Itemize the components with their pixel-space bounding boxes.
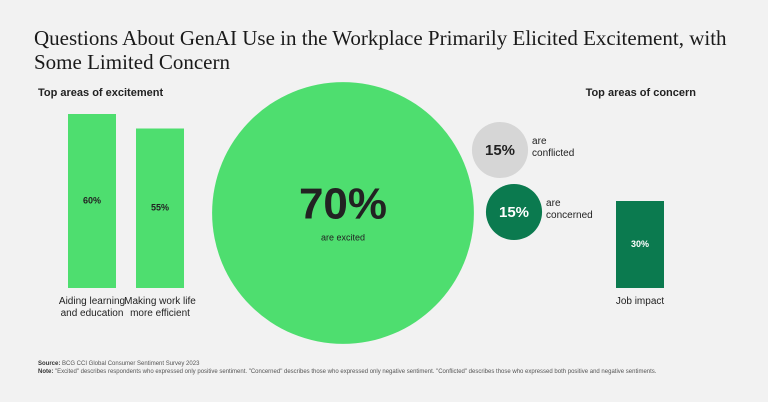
bar xyxy=(136,128,184,288)
bar-value-label: 55% xyxy=(151,203,169,213)
note-label: Note: xyxy=(38,369,54,375)
bubble-category-label: are excited xyxy=(321,232,365,242)
bar xyxy=(68,114,116,288)
source-label: Source: xyxy=(38,361,61,367)
note-line: Note: "Excited" describes respondents wh… xyxy=(38,369,656,375)
bar-value-label: 60% xyxy=(83,195,101,205)
bubble xyxy=(471,121,529,179)
bubble xyxy=(212,82,474,344)
source: BCG CCI Global Consumer Sentiment Survey… xyxy=(62,361,200,367)
bar-category-label: Job impact xyxy=(615,296,665,307)
source-line: Source: BCG CCI Global Consumer Sentimen… xyxy=(38,361,199,367)
bubble-category-label: are concerned xyxy=(546,198,593,221)
bubble-value-label: 15% xyxy=(499,204,529,221)
bar xyxy=(616,201,664,288)
page-title: Questions About GenAI Use in the Workpla… xyxy=(34,26,727,74)
bar-category-label: Making work life more efficient xyxy=(124,296,196,319)
note: "Excited" describes respondents who expr… xyxy=(55,369,657,375)
group-title: Top areas of excitement xyxy=(38,87,163,99)
bubble-category-label: are conflicted xyxy=(532,136,575,159)
group-title: Top areas of concern xyxy=(586,87,697,99)
bar-value-label: 30% xyxy=(631,239,649,249)
bubble-value-label: 15% xyxy=(485,142,515,159)
bubble-value-label: 70% xyxy=(299,180,387,229)
bar-category-label: Aiding learning and education xyxy=(58,296,126,319)
bubble xyxy=(485,183,543,241)
